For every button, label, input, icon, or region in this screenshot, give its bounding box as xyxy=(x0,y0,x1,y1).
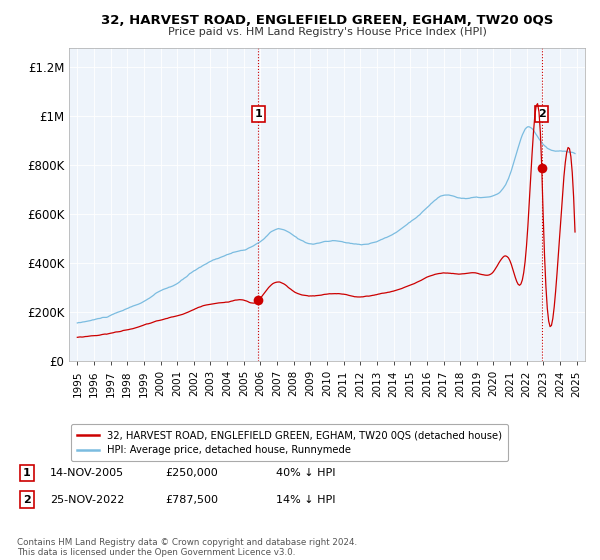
Text: 32, HARVEST ROAD, ENGLEFIELD GREEN, EGHAM, TW20 0QS: 32, HARVEST ROAD, ENGLEFIELD GREEN, EGHA… xyxy=(101,14,553,27)
Text: 1: 1 xyxy=(254,109,262,119)
Text: £250,000: £250,000 xyxy=(165,468,218,478)
Text: 14% ↓ HPI: 14% ↓ HPI xyxy=(276,494,335,505)
Text: 14-NOV-2005: 14-NOV-2005 xyxy=(50,468,124,478)
Text: 2: 2 xyxy=(23,494,31,505)
Text: 25-NOV-2022: 25-NOV-2022 xyxy=(50,494,124,505)
Text: 1: 1 xyxy=(23,468,31,478)
Text: 40% ↓ HPI: 40% ↓ HPI xyxy=(276,468,335,478)
Text: Price paid vs. HM Land Registry's House Price Index (HPI): Price paid vs. HM Land Registry's House … xyxy=(167,27,487,37)
Text: Contains HM Land Registry data © Crown copyright and database right 2024.
This d: Contains HM Land Registry data © Crown c… xyxy=(17,538,357,557)
Text: £787,500: £787,500 xyxy=(165,494,218,505)
Text: 2: 2 xyxy=(538,109,545,119)
Legend: 32, HARVEST ROAD, ENGLEFIELD GREEN, EGHAM, TW20 0QS (detached house), HPI: Avera: 32, HARVEST ROAD, ENGLEFIELD GREEN, EGHA… xyxy=(71,424,508,461)
